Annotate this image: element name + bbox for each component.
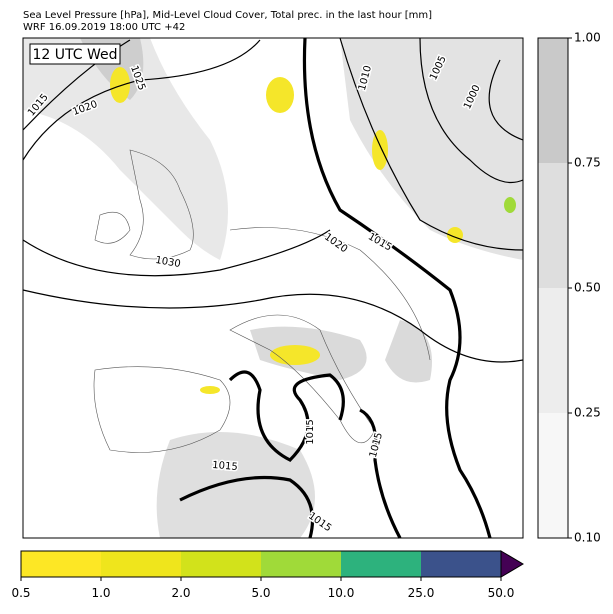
cloud-color-band: [538, 38, 568, 163]
cloud-color-band: [538, 413, 568, 538]
precip-color-band: [341, 551, 421, 577]
cloud-tick-label: 1.00: [574, 31, 601, 45]
cloud-cover: [23, 38, 523, 538]
precip-tick-label: 5.0: [251, 586, 270, 600]
precip-tick-label: 25.0: [408, 586, 435, 600]
map-frame: [22, 37, 524, 539]
time-label: 12 UTC Wed: [33, 47, 118, 63]
time-box: [29, 43, 121, 65]
precip-color-band: [21, 551, 101, 577]
cloud-color-band: [538, 163, 568, 288]
cloud-tick-label: 0.50: [574, 281, 601, 295]
precip-color-band: [421, 551, 501, 577]
cloud-colorbar: 0.10 0.25 0.50 0.75 1.00: [537, 31, 601, 545]
precip-colorbar: 0.5 1.0 2.0 5.0 10.0 25.0 50.0: [11, 550, 524, 600]
precip-tick-label: 1.0: [91, 586, 110, 600]
precip-color-band: [181, 551, 261, 577]
precip-tick-label: 50.0: [488, 586, 515, 600]
precip-tick-label: 10.0: [328, 586, 355, 600]
precip-extend: [500, 550, 524, 578]
precip-color-band: [261, 551, 341, 577]
precip-tick-label: 0.5: [11, 586, 30, 600]
title-line: Sea Level Pressure [hPa], Mid-Level Clou…: [23, 10, 432, 21]
precip-tick-label: 2.0: [171, 586, 190, 600]
cloud-tick-label: 0.75: [574, 156, 601, 170]
cloud-tick-label: 0.10: [574, 531, 601, 545]
isobar-label: 1015: [305, 419, 316, 444]
cloud-color-band: [538, 288, 568, 413]
isobar-label: 1015: [212, 460, 238, 473]
subtitle-line: WRF 16.09.2019 18:00 UTC +42: [23, 22, 185, 33]
cloud-tick-label: 0.25: [574, 406, 601, 420]
precipitation: [110, 67, 516, 394]
precip-color-band: [101, 551, 181, 577]
